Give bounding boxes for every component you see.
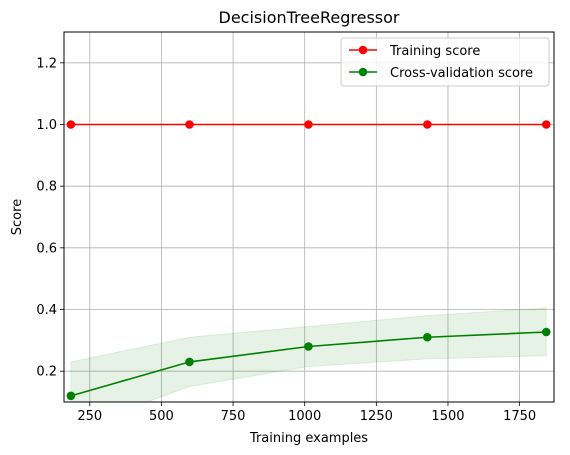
axis-ticks: 250 500 750 1000 1250 1500 1750 0.2 0.4 0.6 0.8 1.0… xyxy=(36,56,536,424)
legend: Training score Cross-validation score xyxy=(340,37,550,87)
x-axis-label: Training examples xyxy=(249,431,368,446)
x-tick-label: 500 xyxy=(149,409,174,424)
plot-frame xyxy=(63,31,555,403)
y-tick-label: 0.6 xyxy=(36,241,57,256)
y-tick-label: 0.2 xyxy=(36,365,57,380)
point-cv xyxy=(541,327,551,337)
point-training xyxy=(541,120,551,129)
series-lines xyxy=(66,120,551,401)
legend-label-training: Training score xyxy=(389,44,480,59)
grid xyxy=(64,32,554,402)
legend-label-cv: Cross-validation score xyxy=(390,66,533,81)
chart-title: DecisionTreeRegressor xyxy=(219,8,400,27)
point-cv xyxy=(185,357,194,367)
x-tick-label: 750 xyxy=(221,409,246,424)
point-cv xyxy=(423,332,432,342)
y-tick-label: 1.0 xyxy=(36,118,57,133)
y-tick-label: 1.2 xyxy=(36,56,57,71)
y-axis-label: Score xyxy=(10,199,25,235)
legend-marker-cv xyxy=(358,67,368,77)
point-training xyxy=(185,120,194,129)
x-tick-label: 1500 xyxy=(431,409,464,424)
x-tick-label: 1250 xyxy=(360,409,393,424)
y-tick-label: 0.4 xyxy=(36,303,57,318)
band-cv xyxy=(70,307,547,402)
x-tick-label: 250 xyxy=(77,409,102,424)
y-tick-label: 0.8 xyxy=(36,180,57,195)
x-tick-label: 1750 xyxy=(503,409,536,424)
point-cv xyxy=(66,391,76,401)
point-training xyxy=(304,120,313,129)
point-training xyxy=(66,120,76,129)
point-training xyxy=(423,120,432,129)
point-cv xyxy=(304,342,313,351)
legend-marker-training xyxy=(358,45,368,55)
x-tick-label: 1000 xyxy=(288,409,321,424)
legend-box xyxy=(340,37,550,87)
